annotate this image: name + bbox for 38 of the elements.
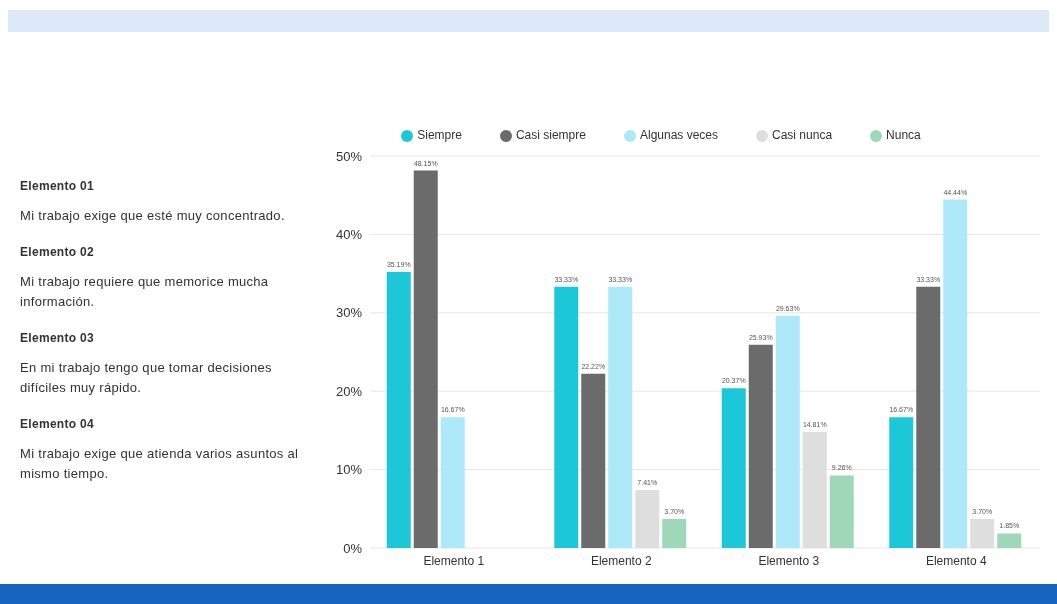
bar [889, 417, 914, 548]
y-tick-label: 30% [335, 305, 363, 321]
bar [662, 518, 687, 548]
bar [997, 533, 1022, 548]
bar [554, 286, 579, 548]
bar [721, 388, 746, 548]
bar [748, 344, 773, 548]
bar [943, 199, 968, 548]
bar [829, 475, 854, 548]
text: Elemento 04 [20, 416, 95, 433]
text: Elemento 01 [20, 178, 95, 195]
x-tick-label: Elemento 4 [925, 553, 987, 568]
legend-label: Casi nunca [772, 128, 833, 142]
text: Elemento 02 [20, 244, 95, 261]
y-tick-label: 50% [335, 148, 363, 164]
text: Mi trabajo exige que esté muy concentrado. [20, 207, 286, 225]
text: En mi trabajo tengo que tomar decisiones difíciles muy rápido. [20, 359, 273, 397]
text: Mi trabajo exige que atienda varios asuntos al mismo tiempo. [20, 445, 300, 483]
y-tick-label: 0% [343, 540, 363, 556]
bar [386, 272, 411, 548]
y-tick-label: 20% [335, 383, 363, 399]
legend-label: Nunca [886, 128, 921, 142]
y-tick-label: 40% [335, 227, 363, 243]
legend-label: Siempre [417, 128, 462, 142]
bar [581, 373, 606, 548]
x-tick-label: Elemento 1 [423, 553, 485, 568]
bar [608, 286, 633, 548]
bar [916, 286, 941, 548]
bar [775, 315, 800, 548]
text: Mi trabajo requiere que memorice mucha información. [20, 273, 270, 311]
x-tick-label: Elemento 2 [590, 553, 652, 568]
text: Elemento 03 [20, 330, 95, 347]
legend-label: Casi siempre [515, 128, 586, 142]
x-tick-label: Elemento 3 [758, 553, 820, 568]
legend-label: Algunas veces [639, 128, 719, 142]
bar [413, 170, 438, 548]
y-tick-label: 10% [335, 462, 363, 478]
bar [440, 417, 465, 548]
